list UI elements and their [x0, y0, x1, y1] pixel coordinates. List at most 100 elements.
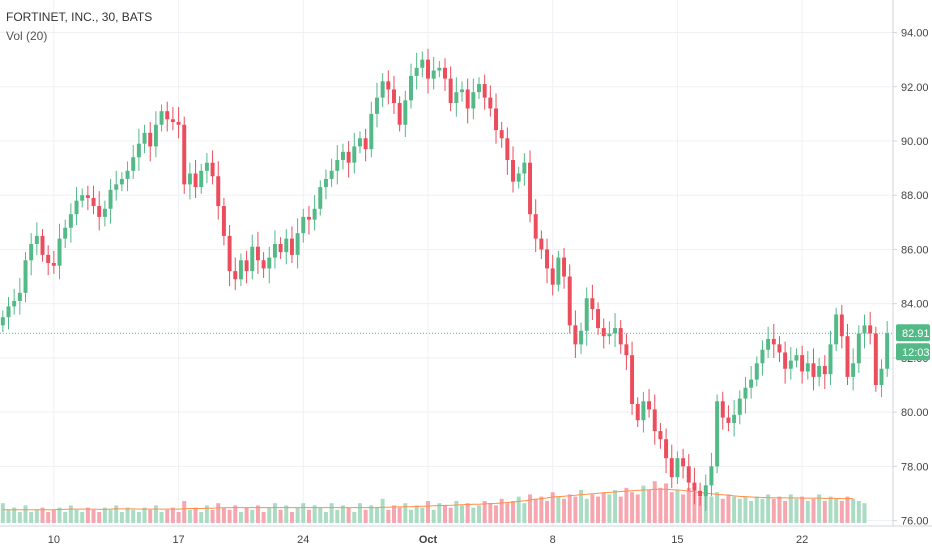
volume-bar: [658, 487, 663, 523]
candle: [159, 104, 164, 132]
candle: [165, 101, 170, 132]
candle-body: [856, 333, 861, 364]
candle: [182, 116, 187, 194]
volume-bar: [391, 505, 396, 523]
candle: [386, 70, 391, 105]
candle: [851, 348, 856, 391]
volume-bar: [318, 507, 323, 523]
candle-body: [607, 333, 612, 337]
candle-body: [318, 187, 323, 209]
candle: [199, 164, 204, 194]
volume-bar: [68, 505, 73, 523]
candle: [505, 127, 510, 175]
volume-bar: [170, 507, 175, 523]
candle: [885, 321, 890, 377]
volume-bar: [562, 498, 567, 523]
volume-bar: [329, 503, 334, 523]
volume-bar: [12, 507, 17, 523]
volume-bar: [783, 501, 788, 523]
candle: [380, 73, 385, 108]
candle: [114, 170, 119, 201]
candle-body: [522, 162, 527, 174]
volume-bar: [647, 490, 652, 523]
candle: [743, 376, 748, 414]
candle-body: [550, 268, 555, 285]
candle-body: [295, 233, 300, 255]
candle-body: [635, 403, 640, 421]
volume-bar: [613, 490, 618, 523]
candle: [391, 75, 396, 114]
candle: [306, 206, 311, 235]
candle-body: [414, 67, 419, 76]
candle-body: [102, 208, 107, 217]
candle-body: [477, 84, 481, 93]
candle-body: [511, 159, 516, 182]
volume-bar: [715, 492, 720, 523]
candle: [839, 305, 844, 349]
volume-bar: [766, 494, 771, 523]
candle-body: [420, 59, 425, 68]
candle-body: [142, 132, 147, 144]
candle-body: [499, 130, 504, 139]
time-axis-labels: 10 17 24 Oct 8 15 22: [48, 534, 809, 546]
candle-body: [494, 108, 499, 131]
volume-bar: [437, 503, 442, 523]
candle: [624, 333, 629, 371]
volume-bar: [80, 512, 85, 523]
candle: [97, 191, 102, 231]
candle-body: [363, 138, 368, 150]
volume-bar: [46, 512, 51, 523]
volume-bar: [261, 512, 266, 523]
candle: [289, 226, 294, 263]
volume-bar: [488, 503, 493, 523]
candle-body: [669, 458, 674, 478]
candle-body: [312, 208, 317, 220]
candle: [618, 319, 623, 354]
volume-bar: [573, 496, 578, 523]
candle: [295, 218, 300, 269]
volume-bar: [210, 509, 215, 523]
volume-indicator-label[interactable]: Vol (20): [6, 29, 48, 43]
volume-bar: [743, 496, 748, 523]
volume-bar: [295, 507, 300, 523]
candle: [635, 397, 640, 428]
candle: [771, 324, 776, 358]
candle-body: [46, 254, 51, 263]
x-tick-label: 15: [671, 534, 683, 546]
candle-body: [618, 328, 623, 345]
volume-bar: [726, 494, 731, 523]
candle: [170, 107, 175, 131]
candle: [460, 81, 464, 102]
candle: [494, 93, 499, 144]
volume-bar: [692, 492, 697, 523]
candle: [641, 391, 646, 433]
candle: [817, 357, 822, 387]
candle: [754, 356, 759, 387]
volume-bar: [698, 496, 703, 523]
candle: [233, 257, 238, 291]
candle: [630, 341, 635, 415]
candle-body: [182, 124, 187, 185]
candle-body: [193, 173, 198, 188]
candle-body: [862, 325, 867, 334]
price-axis-bg[interactable]: [893, 0, 932, 526]
candle: [374, 82, 379, 128]
y-tick-label: 76.00: [901, 516, 929, 528]
candle-body: [23, 260, 28, 293]
candle: [272, 230, 277, 269]
volume-bar: [63, 512, 68, 523]
volume-bar: [119, 512, 124, 523]
volume-bar: [443, 505, 447, 523]
candle-body: [187, 173, 192, 185]
volume-bar: [312, 505, 317, 523]
candle-body: [386, 81, 391, 90]
volume-bar: [635, 494, 640, 523]
candle: [357, 131, 362, 154]
symbol-title[interactable]: FORTINET, INC., 30, BATS: [6, 10, 153, 24]
candle-body: [6, 306, 11, 318]
volume-bar: [176, 512, 181, 523]
volume-bar: [153, 505, 158, 523]
volume-bar: [839, 501, 844, 523]
candle-body: [732, 414, 737, 423]
